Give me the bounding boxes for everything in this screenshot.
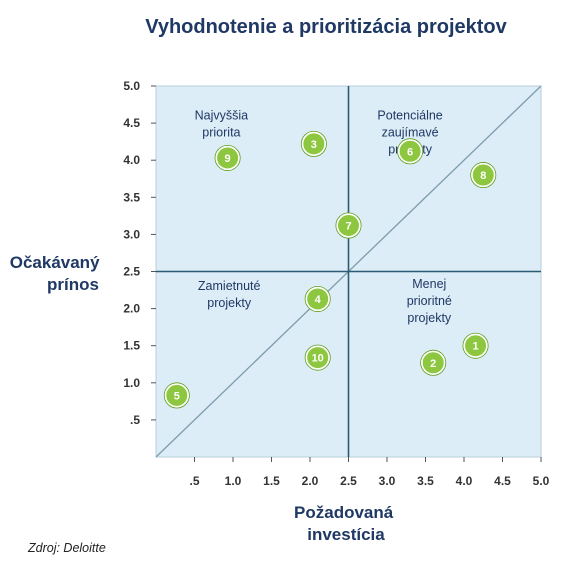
data-point-label: 4 [315,294,322,306]
y-tick-label: 2.5 [123,265,140,279]
data-point-marker [215,145,241,171]
y-tick-label: 2.0 [123,302,140,316]
data-point-outline [304,344,331,371]
data-point-9: 9 [214,144,241,171]
source-note: Zdroj: Deloitte [27,541,106,555]
quadrant-label: Zamietnuté projekty [198,279,261,310]
data-point-marker [164,382,190,408]
chart-title: Vyhodnotenie a prioritizácia projektov [145,16,507,38]
data-point-outline [163,382,190,409]
x-tick-label: .5 [189,474,199,488]
x-tick-label: 2.0 [302,474,319,488]
data-point-label: 9 [225,153,231,165]
data-point-10: 10 [304,344,331,371]
data-points: 1 2 3 4 5 6 7 8 9 10 [163,130,497,409]
data-point-marker [463,333,489,359]
data-point-marker [420,350,446,376]
x-tick-label: 3.0 [379,474,396,488]
quadrant-label-line: priorita [202,125,240,139]
quadrant-label-line: Menej [412,277,446,291]
data-point-label: 8 [480,170,486,182]
data-point-label: 3 [311,139,317,151]
x-tick-label: 4.0 [456,474,473,488]
data-point-label: 7 [345,220,351,232]
quadrant-label-line: Najvyššia [195,108,249,122]
data-point-outline [470,162,497,189]
x-tick-label: 2.5 [340,474,357,488]
data-point-label: 5 [174,390,180,402]
y-axis-label: Očakávaný prínos [10,253,105,294]
quadrant-label: Menej prioritné projekty [407,277,452,325]
data-point-marker [305,345,331,371]
data-point-7: 7 [335,212,362,239]
x-tick-label: 4.5 [494,474,511,488]
data-point-4: 4 [304,285,331,312]
data-point-outline [462,332,489,359]
data-point-1: 1 [462,332,489,359]
y-tick-label: 4.5 [123,116,140,130]
data-point-label: 2 [430,358,436,370]
quadrant-label-line: Zamietnuté [198,279,261,293]
data-point-outline [300,130,327,157]
data-point-outline [335,212,362,239]
data-point-marker [397,138,423,164]
x-axis-ticks: .5 1.0 1.5 2.0 2.5 3.0 3.5 4.0 4.5 5.0 [189,457,550,488]
data-point-label: 1 [472,341,478,353]
data-point-marker [301,131,327,157]
y-tick-label: 1.5 [123,339,140,353]
y-tick-label: .5 [130,413,140,427]
quadrant-label-line: prioritné [407,294,452,308]
x-tick-label: 5.0 [533,474,550,488]
quadrant-label-line: projekty [407,311,452,325]
data-point-label: 6 [407,146,413,158]
data-point-outline [420,349,447,376]
x-tick-label: 3.5 [417,474,434,488]
x-axis-label-line-2: investícia [307,525,385,544]
data-point-3: 3 [300,130,327,157]
data-point-marker [470,162,496,188]
x-tick-label: 1.0 [225,474,242,488]
x-axis-label-line-1: Požadovaná [294,503,394,522]
data-point-outline [214,144,241,171]
data-point-marker [336,212,361,238]
data-point-outline [397,138,424,165]
data-point-outline [304,285,331,312]
data-point-5: 5 [163,382,190,409]
y-tick-label: 3.0 [123,227,140,241]
y-tick-label: 3.5 [123,190,140,204]
y-tick-label: 5.0 [123,79,140,93]
quadrant-label-line: Potenciálne [377,108,442,122]
data-point-label: 10 [312,353,324,365]
y-axis-label-line-2: prínos [47,275,99,294]
data-point-2: 2 [420,349,447,376]
x-tick-label: 1.5 [263,474,280,488]
quadrant-label-line: zaujímavé [382,125,439,139]
y-axis-label-line-1: Očakávaný [10,253,100,272]
data-point-8: 8 [470,162,497,189]
quadrant-label: Najvyššia priorita [195,108,249,139]
quadrant-label-line: projekty [207,296,252,310]
x-axis-label: Požadovaná investícia [294,503,398,544]
data-point-6: 6 [397,138,424,165]
y-tick-label: 1.0 [123,376,140,390]
y-axis-ticks: .5 1.0 1.5 2.0 2.5 3.0 3.5 4.0 4.5 5.0 [123,79,156,427]
y-tick-label: 4.0 [123,153,140,167]
data-point-marker [305,286,331,312]
